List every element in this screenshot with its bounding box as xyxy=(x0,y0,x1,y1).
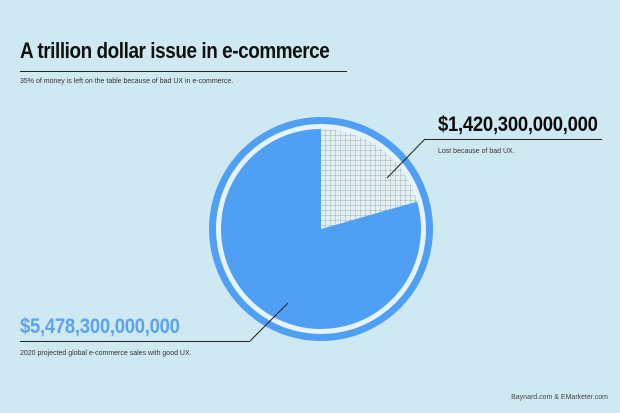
lost-label: Lost because of bad UX. xyxy=(438,148,515,155)
good-value-underline xyxy=(20,341,250,342)
pie-slice-good xyxy=(220,129,421,329)
pie-slice-lost xyxy=(321,129,418,229)
good-leader-line xyxy=(249,302,289,342)
lost-value-underline xyxy=(425,139,602,140)
page-subtitle: 35% of money is left on the table becaus… xyxy=(20,78,234,85)
lost-value: $1,420,300,000,000 xyxy=(438,113,598,136)
good-label: 2020 projected global e-commerce sales w… xyxy=(20,350,192,357)
page-title: A trillion dollar issue in e-commerce xyxy=(20,38,330,63)
good-value: $5,478,300,000,000 xyxy=(20,315,180,338)
source-credit: Baynard.com & EMarketer.com xyxy=(511,394,608,401)
lost-leader-line xyxy=(386,138,426,179)
title-underline xyxy=(20,71,347,72)
